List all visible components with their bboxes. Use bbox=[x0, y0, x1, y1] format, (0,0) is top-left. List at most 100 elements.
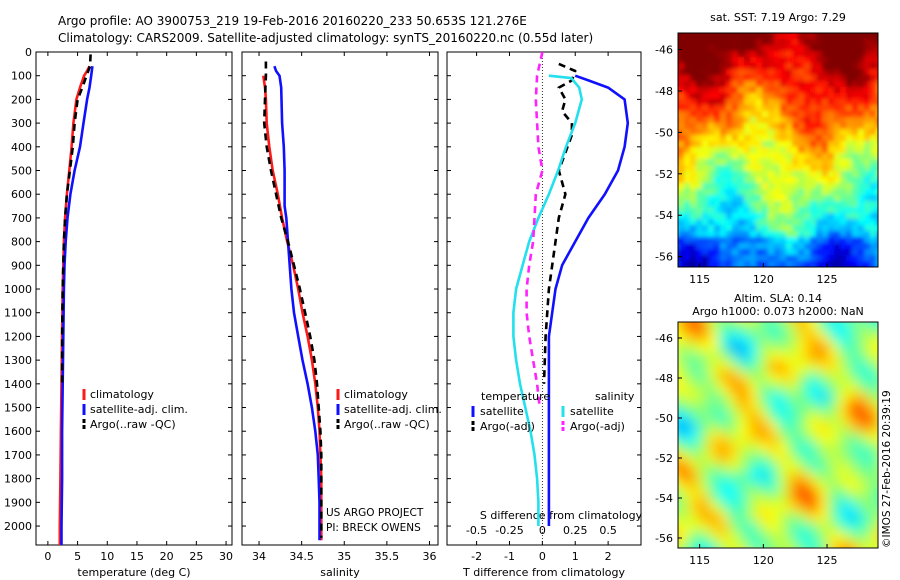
x-tick-label: 0 bbox=[44, 550, 51, 563]
map-x-tick-label: 115 bbox=[689, 554, 710, 567]
x-tick-label: 25 bbox=[189, 550, 203, 563]
map-y-tick-label: -50 bbox=[655, 412, 673, 425]
x-tick-label: -1 bbox=[504, 550, 515, 563]
profile-plots: 0100200300400500600700800900100011001200… bbox=[4, 46, 643, 579]
y-tick-label: 300 bbox=[11, 117, 32, 130]
profile-panel-1: 0100200300400500600700800900100011001200… bbox=[4, 46, 233, 579]
x-tick-label: 5 bbox=[74, 550, 81, 563]
legend-label: Argo(-adj) bbox=[480, 420, 535, 433]
x-tick-label: 30 bbox=[219, 550, 233, 563]
satellite-maps: sat. SST: 7.19 Argo: 7.29 -46 -48 -50 -52 -54… bbox=[655, 11, 879, 567]
series-salinity-argo-adj--line bbox=[525, 52, 544, 408]
map-y-tick-label: -52 bbox=[655, 168, 673, 181]
x-tick-label: -2 bbox=[471, 550, 482, 563]
legend-label: satellite-adj. clim. bbox=[90, 403, 188, 416]
x-tick-label: 35 bbox=[337, 550, 351, 563]
x-tick-label: 1 bbox=[572, 550, 579, 563]
map-frame bbox=[677, 321, 879, 549]
y-tick-label: 200 bbox=[11, 93, 32, 106]
x-tick-label: 20 bbox=[160, 550, 174, 563]
header-line-2: Climatology: CARS2009. Satellite-adjuste… bbox=[58, 31, 593, 45]
legend-label: climatology bbox=[344, 388, 408, 401]
y-tick-label: 600 bbox=[11, 188, 32, 201]
y-tick-label: 1400 bbox=[4, 378, 32, 391]
imos-watermark: ©IMOS 27-Feb-2016 20:39:19 bbox=[881, 390, 893, 548]
y-tick-label: 0 bbox=[25, 46, 32, 59]
pi-credit: PI: BRECK OWENS bbox=[326, 522, 421, 534]
x-tick-label: 10 bbox=[100, 550, 114, 563]
map-x-tick-label: 125 bbox=[817, 273, 838, 286]
series-argo-raw-qc--line bbox=[262, 61, 323, 538]
map-y-tick-label: -52 bbox=[655, 452, 673, 465]
y-tick-label: 100 bbox=[11, 70, 32, 83]
map-y-tick-label: -46 bbox=[655, 332, 673, 345]
axes-frame bbox=[35, 51, 233, 546]
map-y-tick-label: -54 bbox=[655, 492, 673, 505]
y-tick-label: 900 bbox=[11, 259, 32, 272]
x-tick-label: 15 bbox=[130, 550, 144, 563]
x-tick-label: 0 bbox=[539, 550, 546, 563]
y-tick-label: 1000 bbox=[4, 283, 32, 296]
y-tick-label: 400 bbox=[11, 141, 32, 154]
y-tick-label: 700 bbox=[11, 212, 32, 225]
series-satellite-adj-clim--line bbox=[60, 66, 94, 545]
y-tick-label: 800 bbox=[11, 236, 32, 249]
map-title: sat. SST: 7.19 Argo: 7.29 bbox=[710, 11, 846, 24]
legend-label: satellite bbox=[570, 405, 614, 418]
y-tick-label: 500 bbox=[11, 165, 32, 178]
project-credit: US ARGO PROJECT bbox=[326, 507, 424, 519]
map-x-tick-label: 115 bbox=[689, 273, 710, 286]
x-tick-label: 34 bbox=[252, 550, 266, 563]
x-tick-label: 34.5 bbox=[289, 550, 314, 563]
series-salinity-satellite-line bbox=[512, 74, 584, 526]
x2-tick-label: 0.5 bbox=[599, 524, 617, 537]
x-axis-label: salinity bbox=[320, 566, 360, 579]
legend-group-title: temperature bbox=[481, 390, 550, 403]
map-x-tick-label: 120 bbox=[753, 273, 774, 286]
header-line-1: Argo profile: AO 3900753_219 19-Feb-2016… bbox=[58, 14, 527, 28]
y-tick-label: 1700 bbox=[4, 449, 32, 462]
series-satellite-adj-clim--line bbox=[273, 65, 321, 541]
map-x-tick-label: 120 bbox=[753, 554, 774, 567]
axes-frame bbox=[241, 51, 439, 546]
y-tick-label: 1200 bbox=[4, 330, 32, 343]
y-tick-label: 2000 bbox=[4, 520, 32, 533]
x-tick-label: 35.5 bbox=[375, 550, 400, 563]
profile-panel-3: -2 -1 0 1 2 T difference from climatology S di… bbox=[446, 51, 643, 579]
y-tick-label: 1100 bbox=[4, 307, 32, 320]
map-x-tick-label: 125 bbox=[817, 554, 838, 567]
axes-frame bbox=[446, 51, 642, 546]
y-tick-label: 1300 bbox=[4, 354, 32, 367]
x-tick-label: 36 bbox=[422, 550, 436, 563]
map-y-tick-label: -46 bbox=[655, 44, 673, 57]
x-axis-label: temperature (deg C) bbox=[77, 566, 190, 579]
legend-label: satellite bbox=[480, 405, 524, 418]
x-tick-label: 2 bbox=[605, 550, 612, 563]
map-title: Altim. SLA: 0.14 bbox=[734, 292, 822, 305]
map-y-tick-label: -56 bbox=[655, 251, 673, 264]
legend-label: climatology bbox=[90, 388, 154, 401]
map-y-tick-label: -54 bbox=[655, 209, 673, 222]
map-subtitle: Argo h1000: 0.073 h2000: NaN bbox=[692, 305, 864, 318]
legend-label: Argo(..raw -QC) bbox=[90, 418, 176, 431]
x2-tick-label: 0 bbox=[539, 524, 546, 537]
y-tick-label: 1800 bbox=[4, 473, 32, 486]
map-y-tick-label: -48 bbox=[655, 372, 673, 385]
x-axis-label: T difference from climatology bbox=[462, 566, 625, 579]
series-temperature-satellite-line bbox=[547, 74, 630, 526]
y-tick-label: 1500 bbox=[4, 402, 32, 415]
map-y-tick-label: -48 bbox=[655, 85, 673, 98]
x2-tick-label: -0.5 bbox=[466, 524, 487, 537]
map-y-tick-label: -50 bbox=[655, 126, 673, 139]
map-y-tick-label: -56 bbox=[655, 532, 673, 545]
legend-label: Argo(-adj) bbox=[570, 420, 625, 433]
map-frame bbox=[677, 32, 879, 268]
profile-panel-2: 34 34.5 35 35.5 36 salinity climatology satelli… bbox=[241, 51, 442, 579]
y-tick-label: 1600 bbox=[4, 425, 32, 438]
legend-label: Argo(..raw -QC) bbox=[344, 418, 430, 431]
legend-label: satellite-adj. clim. bbox=[344, 403, 442, 416]
y-tick-label: 1900 bbox=[4, 496, 32, 509]
x2-axis-label: S difference from climatology bbox=[480, 509, 643, 522]
